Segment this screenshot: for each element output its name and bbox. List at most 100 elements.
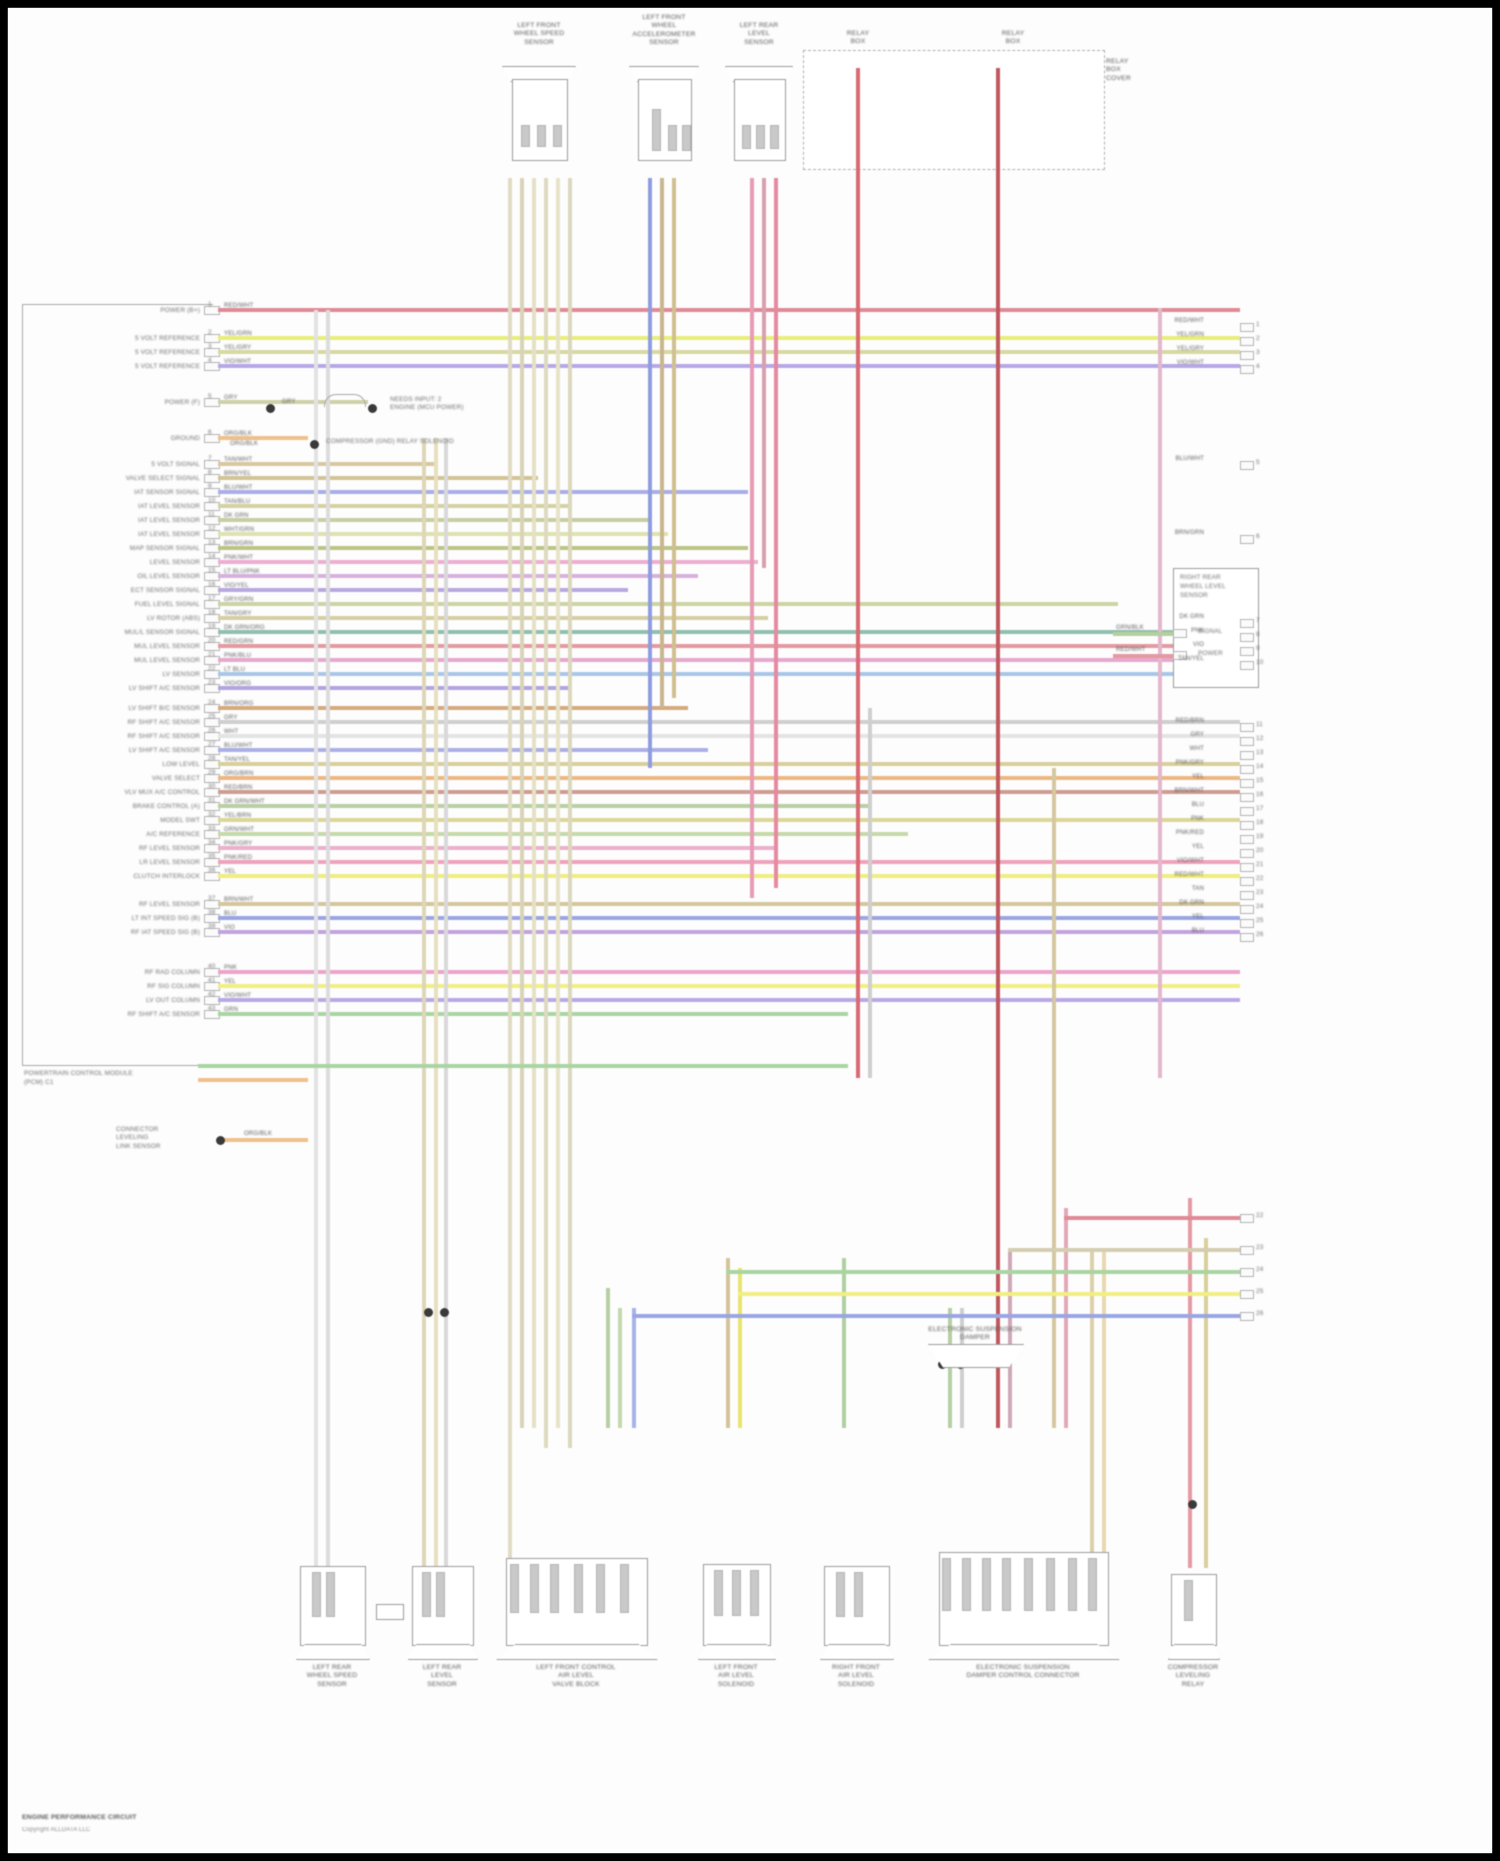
ecm-circuit-name: IAT LEVEL SENSOR	[138, 531, 200, 538]
ecm-circuit-name: LEVEL SENSOR	[149, 559, 200, 566]
connector-cap	[296, 1644, 370, 1660]
ecm-wire-label: YEL/GRN	[224, 330, 252, 337]
ecm-pin-number: 15	[208, 567, 216, 574]
connector-pin	[714, 1570, 723, 1616]
ecm-pin-number: 17	[208, 595, 216, 602]
wire-run-vertical	[996, 68, 1000, 1428]
side-box-wire	[1113, 632, 1173, 636]
wire-run-bus	[726, 1270, 1240, 1274]
right-terminal-number: 23	[1256, 889, 1264, 896]
wire-run-vertical	[606, 1288, 610, 1428]
wire-run-vertical	[568, 178, 572, 1448]
inline-note-wire-label-2: GRY	[282, 398, 296, 405]
wire-run	[218, 518, 648, 522]
ecm-pin-number: 5	[208, 393, 212, 400]
wire-run-vertical	[618, 1308, 622, 1428]
ecm-pin-number: 23	[208, 679, 216, 686]
ecm-circuit-name: 5 VOLT REFERENCE	[134, 363, 200, 370]
wire-run	[218, 644, 1240, 648]
connector-cap	[928, 1644, 1120, 1660]
right-terminal	[1240, 835, 1254, 844]
damper-connector-cap	[928, 1344, 1024, 1368]
wire-run-vertical	[508, 178, 512, 1568]
ecm-wire-label: VIO/WHT	[224, 992, 252, 999]
ecm-wire-label: DK GRN/ORG	[224, 624, 265, 631]
ecm-circuit-name: BRAKE CONTROL (A)	[132, 803, 200, 810]
wire-run-bus	[632, 1314, 1240, 1318]
ecm-circuit-name: GROUND	[170, 435, 200, 442]
bottom-connector-label-b2-l1: LEFT REAR	[422, 1664, 462, 1671]
connector-pin	[422, 1572, 431, 1617]
side-box-label-1: RIGHT REAR	[1180, 574, 1221, 581]
right-terminal-wire-label: VIO/WHT	[1176, 359, 1204, 366]
bottom-connector-label-b6-l2: DAMPER CONTROL CONNECTOR	[966, 1672, 1080, 1680]
inline-block-connector	[376, 1604, 404, 1620]
inline-note-2-l1: COMPRESSOR (GND) RELAY SOLENOID	[326, 438, 454, 445]
ecm-wire-label: LT BLU	[224, 666, 245, 673]
right-terminal	[1240, 633, 1254, 642]
connector-pin	[742, 125, 751, 149]
right-terminal-wire-label: YEL	[1192, 773, 1204, 780]
frame-border-bottom	[0, 1853, 1500, 1861]
ecm-pin-number: 6	[208, 429, 212, 436]
ecm-circuit-name: MUL LEVEL SENSOR	[134, 643, 200, 650]
ecm-pin-number: 13	[208, 539, 216, 546]
right-terminal-number: 20	[1256, 847, 1264, 854]
right-terminal-number: 13	[1256, 749, 1264, 756]
right-terminal	[1240, 793, 1254, 802]
ecm-pin-number: 34	[208, 839, 216, 846]
connector-pin	[620, 1564, 629, 1614]
ecm-pin-number: 14	[208, 553, 216, 560]
top-connector-label-c2-l2: WHEEL	[651, 22, 677, 30]
bottom-connector-label-b7-l1: COMPRESSOR	[1167, 1664, 1219, 1671]
right-terminal	[1240, 933, 1254, 942]
wire-run	[218, 930, 1240, 934]
ecm-wire-label: YEL	[224, 978, 236, 985]
ecm-circuit-name: RF SHIFT A/C SENSOR	[127, 733, 200, 740]
top-connector-label-c2-l3: ACCELEROMETER	[632, 30, 696, 38]
wire-run-vertical	[532, 178, 536, 1428]
wire-run-vertical	[1052, 768, 1056, 1428]
ecm-pin-number: 11	[208, 511, 215, 518]
right-terminal-number: 2	[1256, 335, 1260, 342]
ecm-wire-label: VIO	[224, 924, 235, 931]
relay-enclosure-label-l2: BOX	[1106, 66, 1121, 74]
relay-label-c5-l1: RELAY	[1001, 30, 1025, 37]
ecm-circuit-name: LV ROTOR (ABS)	[147, 615, 200, 622]
wire-run	[218, 308, 1240, 312]
connector-pin	[436, 1572, 445, 1617]
wire-run-vertical	[520, 178, 524, 1428]
ecm-pin-number: 25	[208, 713, 216, 720]
wire-run-vertical	[738, 1268, 742, 1428]
wire-run-vertical	[326, 310, 330, 1568]
ecm-pin-number: 10	[208, 497, 216, 504]
right-terminal-number: 23	[1256, 1244, 1264, 1251]
ecm-pin-number: 33	[208, 825, 216, 832]
right-terminal	[1240, 351, 1254, 360]
ecm-wire-label: WHT/GRN	[224, 526, 255, 533]
connector-pin	[312, 1572, 321, 1617]
ecm-pin-number: 38	[208, 909, 216, 916]
ecm-pin-number: 20	[208, 637, 216, 644]
right-terminal	[1240, 647, 1254, 656]
wire-run	[218, 658, 1240, 662]
relay-enclosure	[803, 50, 1105, 170]
right-terminal-wire-label: YEL	[1192, 913, 1204, 920]
wire-run	[218, 616, 768, 620]
right-terminal-number: 21	[1256, 861, 1264, 868]
ecm-wire-label: BRN/GRN	[224, 540, 254, 547]
right-terminal-wire-label: VIO	[1193, 641, 1204, 648]
inline-note-3-l3: LINK SENSOR	[116, 1142, 161, 1150]
right-terminal	[1240, 849, 1254, 858]
ecm-wire-label: PNK/RED	[224, 854, 253, 861]
ecm-wire-label: VIO/WHT	[224, 358, 252, 365]
wire-run	[218, 762, 1240, 766]
ecm-circuit-name: IAT LEVEL SENSOR	[138, 503, 200, 510]
bottom-connector-label-b4-l1: LEFT FRONT	[714, 1664, 758, 1671]
side-box-label-2: WHEEL LEVEL	[1180, 583, 1226, 590]
right-terminal-number: 8	[1256, 631, 1260, 638]
wire-run	[218, 790, 1240, 794]
ecm-pin-number: 35	[208, 853, 216, 860]
ecm-wire-label: VIO/YEL	[224, 582, 249, 589]
ecm-pin-number: 31	[208, 797, 216, 804]
